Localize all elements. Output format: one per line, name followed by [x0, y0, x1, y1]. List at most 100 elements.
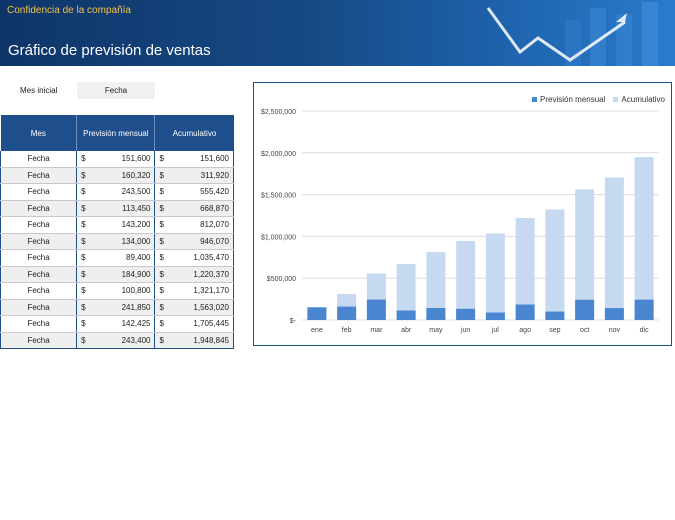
bar-cumulative — [396, 264, 416, 320]
x-tick-label: may — [429, 327, 443, 334]
monthly-value: 134,000 — [121, 236, 151, 246]
cell-cumulative[interactable]: $946,070 — [154, 233, 234, 250]
table-row: Fecha $113,450 $668,870 — [0, 200, 234, 217]
cell-cumulative[interactable]: $1,321,170 — [154, 282, 234, 300]
y-tick-label: $500,000 — [267, 276, 296, 283]
bar-monthly — [396, 310, 416, 320]
cumulative-value: 668,870 — [200, 203, 229, 213]
cell-month[interactable]: Fecha — [0, 216, 78, 234]
currency-symbol: $ — [81, 236, 86, 246]
growth-arrow-graphic — [486, 2, 658, 66]
x-tick-label: nov — [609, 327, 621, 334]
monthly-value: 89,400 — [126, 253, 151, 263]
cell-monthly[interactable]: $142,425 — [76, 315, 156, 333]
bar-cumulative — [515, 217, 535, 320]
table-row: Fecha $142,425 $1,705,445 — [0, 315, 234, 333]
cell-cumulative[interactable]: $1,220,370 — [154, 266, 234, 283]
currency-symbol: $ — [159, 286, 164, 296]
bar-monthly — [485, 312, 505, 320]
cell-cumulative[interactable]: $668,870 — [154, 200, 234, 217]
chart-legend: Previsión mensual Acumulativo — [532, 95, 665, 104]
cell-cumulative[interactable]: $1,705,445 — [154, 315, 234, 333]
bar-cumulative — [604, 177, 624, 320]
bar-cumulative — [634, 157, 654, 320]
cell-month[interactable]: Fecha — [0, 183, 78, 201]
currency-symbol: $ — [81, 335, 86, 345]
column-header-month: Mes — [0, 115, 78, 151]
y-tick-label: $2,500,000 — [261, 109, 296, 116]
x-tick-label: dic — [640, 327, 649, 334]
legend-label-monthly: Previsión mensual — [540, 95, 606, 104]
cell-cumulative[interactable]: $812,070 — [154, 216, 234, 234]
currency-symbol: $ — [159, 253, 164, 263]
cell-monthly[interactable]: $100,800 — [76, 282, 156, 300]
bar-monthly — [426, 308, 446, 320]
bar-monthly — [604, 308, 624, 320]
currency-symbol: $ — [81, 319, 86, 329]
x-tick-label: jun — [460, 327, 470, 334]
cell-monthly[interactable]: $243,400 — [76, 332, 156, 349]
bar-cumulative — [545, 209, 565, 320]
cell-month[interactable]: Fecha — [0, 266, 78, 283]
cumulative-value: 946,070 — [200, 236, 229, 246]
table-row: Fecha $143,200 $812,070 — [0, 216, 234, 234]
table-row: Fecha $241,850 $1,563,020 — [0, 299, 234, 316]
cumulative-value: 1,035,470 — [193, 253, 229, 263]
cell-monthly[interactable]: $143,200 — [76, 216, 156, 234]
cell-monthly[interactable]: $184,900 — [76, 266, 156, 283]
cumulative-value: 151,600 — [200, 154, 229, 164]
cell-cumulative[interactable]: $555,420 — [154, 183, 234, 201]
currency-symbol: $ — [159, 302, 164, 312]
cell-cumulative[interactable]: $1,035,470 — [154, 249, 234, 267]
monthly-value: 100,800 — [121, 286, 151, 296]
cell-cumulative[interactable]: $151,600 — [154, 151, 234, 168]
bar-monthly — [456, 308, 476, 320]
cell-monthly[interactable]: $89,400 — [76, 249, 156, 267]
cell-monthly[interactable]: $243,500 — [76, 183, 156, 201]
currency-symbol: $ — [81, 286, 86, 296]
cell-cumulative[interactable]: $1,948,845 — [154, 332, 234, 349]
cell-cumulative[interactable]: $1,563,020 — [154, 299, 234, 316]
cell-monthly[interactable]: $241,850 — [76, 299, 156, 316]
cell-month[interactable]: Fecha — [0, 315, 78, 333]
cell-monthly[interactable]: $151,600 — [76, 151, 156, 168]
monthly-value: 243,500 — [121, 187, 151, 197]
y-tick-label: $1,500,000 — [261, 193, 296, 200]
x-tick-label: oct — [580, 327, 589, 334]
y-tick-label: $2,000,000 — [261, 151, 296, 158]
table-row: Fecha $160,320 $311,920 — [0, 167, 234, 184]
cell-month[interactable]: Fecha — [0, 167, 78, 184]
x-tick-label: ago — [519, 327, 531, 334]
currency-symbol: $ — [81, 302, 86, 312]
cell-month[interactable]: Fecha — [0, 332, 78, 349]
cumulative-value: 1,705,445 — [193, 319, 229, 329]
cell-month[interactable]: Fecha — [0, 249, 78, 267]
cell-month[interactable]: Fecha — [0, 200, 78, 217]
bar-monthly — [307, 307, 327, 320]
cell-monthly[interactable]: $113,450 — [76, 200, 156, 217]
x-tick-label: sep — [549, 327, 560, 334]
start-month-label: Mes inicial — [20, 86, 58, 95]
bar-monthly — [634, 299, 654, 320]
table-row: Fecha $89,400 $1,035,470 — [0, 249, 234, 267]
cumulative-value: 555,420 — [200, 187, 229, 197]
table-row: Fecha $151,600 $151,600 — [0, 151, 234, 168]
cell-monthly[interactable]: $160,320 — [76, 167, 156, 184]
cumulative-value: 1,321,170 — [193, 286, 229, 296]
currency-symbol: $ — [159, 335, 164, 345]
forecast-table: Mes Previsión mensual Acumulativo Fecha $… — [0, 115, 234, 349]
x-tick-label: feb — [342, 327, 352, 334]
x-tick-label: mar — [370, 327, 383, 334]
bar-cumulative — [575, 189, 595, 320]
cell-month[interactable]: Fecha — [0, 299, 78, 316]
cell-cumulative[interactable]: $311,920 — [154, 167, 234, 184]
currency-symbol: $ — [159, 269, 164, 279]
cell-month[interactable]: Fecha — [0, 151, 78, 168]
x-tick-label: jul — [491, 327, 499, 334]
cumulative-value: 1,563,020 — [193, 302, 229, 312]
table-row: Fecha $100,800 $1,321,170 — [0, 282, 234, 300]
cell-month[interactable]: Fecha — [0, 282, 78, 300]
start-month-input[interactable]: Fecha — [77, 82, 155, 99]
cell-monthly[interactable]: $134,000 — [76, 233, 156, 250]
cell-month[interactable]: Fecha — [0, 233, 78, 250]
